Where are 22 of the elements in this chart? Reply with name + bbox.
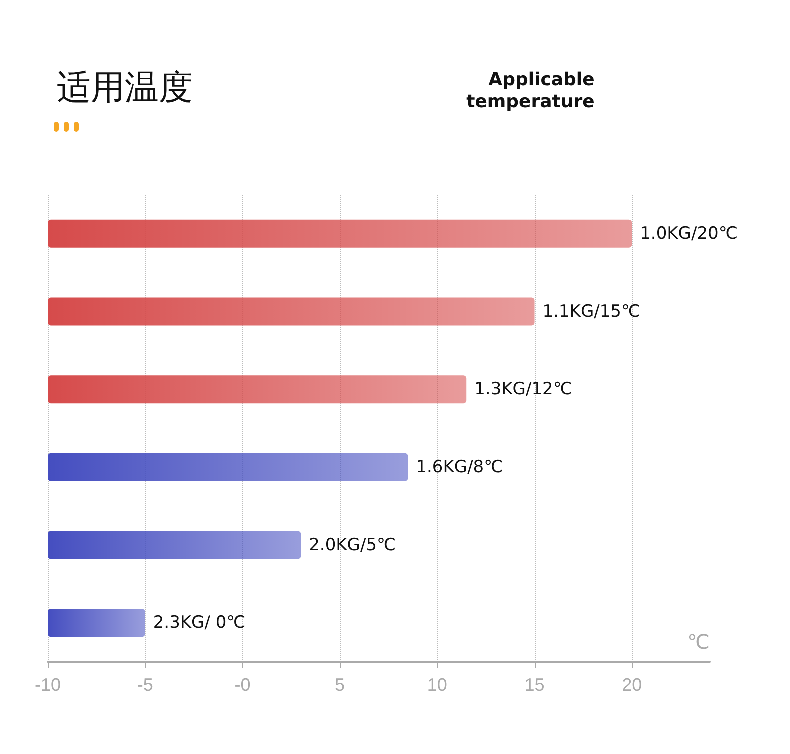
chart-subtitle: Applicable temperature xyxy=(466,70,595,112)
bar xyxy=(48,609,146,638)
annotation: 1.0KG/20℃ xyxy=(640,224,738,244)
x-tick-label: 10 xyxy=(427,675,448,695)
x-tick-label: 5 xyxy=(335,675,346,695)
bar xyxy=(48,298,535,326)
bar xyxy=(48,220,632,248)
bar xyxy=(48,531,302,560)
x-tick-label: 15 xyxy=(524,675,545,695)
annotation: 1.6KG/8℃ xyxy=(416,457,504,478)
x-axis-title: ℃ xyxy=(688,630,710,654)
chart-title: 适用温度 xyxy=(57,68,193,108)
x-tick-label: 20 xyxy=(622,675,642,695)
annotation: 1.1KG/15℃ xyxy=(542,302,641,322)
x-tick-label: -0 xyxy=(234,675,251,695)
x-tick-label: -10 xyxy=(34,675,62,695)
x-tick-label: -5 xyxy=(137,675,154,695)
bar xyxy=(48,376,467,404)
annotation: 1.3KG/12℃ xyxy=(474,380,572,400)
bar xyxy=(48,453,408,482)
annotation: 2.0KG/5℃ xyxy=(309,535,396,556)
annotation: 2.3KG/ 0℃ xyxy=(153,613,246,634)
